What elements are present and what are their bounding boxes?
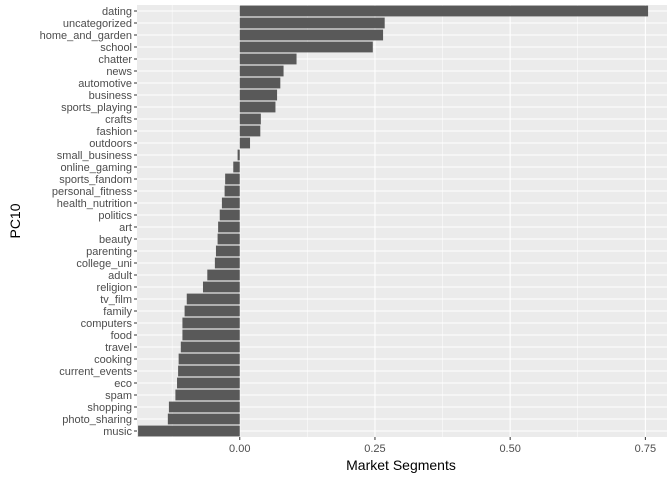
bar-adult [207, 269, 240, 281]
x-tick-label-1: 0.25 [364, 443, 385, 455]
bar-art [218, 221, 240, 233]
minor-gridlines [171, 5, 579, 437]
bar-college_uni [214, 257, 240, 269]
y-tick-label-art: art [119, 222, 132, 234]
y-tick-label-home_and_garden: home_and_garden [40, 30, 132, 42]
y-axis-tick-labels: datinguncategorizedhome_and_gardenschool… [40, 6, 133, 438]
bar-computers [182, 317, 240, 329]
y-tick-label-sports_playing: sports_playing [61, 102, 132, 114]
x-axis-tick-labels: 0.00 0.25 0.50 0.75 [229, 443, 656, 455]
x-tick-label-3: 0.75 [635, 443, 656, 455]
y-tick-label-online_gaming: online_gaming [60, 162, 132, 174]
y-tick-label-dating: dating [102, 6, 132, 18]
x-tick-label-0: 0.00 [229, 443, 250, 455]
y-tick-label-computers: computers [81, 318, 133, 330]
y-tick-label-tv_film: tv_film [100, 294, 132, 306]
y-tick-label-politics: politics [98, 210, 132, 222]
bar-home_and_garden [239, 29, 384, 41]
y-tick-label-cooking: cooking [94, 354, 132, 366]
y-tick-label-fashion: fashion [97, 126, 132, 138]
y-tick-label-current_events: current_events [59, 366, 132, 378]
bar-current_events [178, 365, 240, 377]
bar-travel [180, 341, 240, 353]
bar-outdoors [239, 137, 251, 149]
y-tick-label-crafts: crafts [105, 114, 132, 126]
bar-shopping [168, 401, 240, 413]
y-axis-ticks [134, 10, 137, 432]
bar-news [239, 65, 284, 77]
x-tick-label-2: 0.50 [499, 443, 520, 455]
y-tick-label-food: food [111, 330, 132, 342]
bar-chatter [239, 53, 297, 65]
y-axis-title: PC10 [7, 203, 23, 238]
y-tick-label-business: business [89, 90, 133, 102]
y-tick-label-family: family [103, 306, 132, 318]
bar-school [239, 41, 373, 53]
y-tick-label-religion: religion [97, 282, 132, 294]
bar-small_business [237, 149, 240, 161]
bar-music [138, 425, 240, 437]
y-tick-label-small_business: small_business [57, 150, 133, 162]
bar-beauty [217, 233, 240, 245]
y-tick-label-chatter: chatter [98, 54, 132, 66]
bar-parenting [215, 245, 240, 257]
bar-religion [202, 281, 240, 293]
bar-business [239, 89, 278, 101]
y-tick-label-automotive: automotive [78, 78, 132, 90]
y-tick-label-beauty: beauty [99, 234, 133, 246]
y-tick-label-personal_fitness: personal_fitness [52, 186, 133, 198]
bar-food [182, 329, 240, 341]
bar-sports_playing [239, 101, 276, 113]
bar-sports_fandom [225, 173, 240, 185]
plot-panel [137, 5, 667, 437]
y-tick-label-spam: spam [105, 390, 132, 402]
bar-online_gaming [233, 161, 240, 173]
y-tick-label-sports_fandom: sports_fandom [59, 174, 132, 186]
bar-personal_fitness [224, 185, 240, 197]
y-tick-label-photo_sharing: photo_sharing [62, 414, 132, 426]
y-tick-label-uncategorized: uncategorized [63, 18, 132, 30]
bar-politics [219, 209, 240, 221]
bar-automotive [239, 77, 281, 89]
bar-health_nutrition [221, 197, 240, 209]
major-gridlines [137, 5, 667, 437]
y-tick-label-outdoors: outdoors [89, 138, 132, 150]
bar-uncategorized [239, 17, 385, 29]
bar-eco [177, 377, 240, 389]
bars [138, 5, 649, 437]
y-tick-label-adult: adult [108, 270, 132, 282]
y-tick-label-shopping: shopping [87, 402, 132, 414]
y-tick-label-health_nutrition: health_nutrition [57, 198, 132, 210]
bar-photo_sharing [167, 413, 240, 425]
bar-tv_film [186, 293, 240, 305]
bar-dating [239, 5, 649, 17]
bar-cooking [178, 353, 240, 365]
bar-spam [175, 389, 240, 401]
y-tick-label-parenting: parenting [86, 246, 132, 258]
bar-fashion [239, 125, 261, 137]
x-axis-title: Market Segments [346, 457, 456, 473]
y-tick-label-news: news [106, 66, 132, 78]
y-tick-label-travel: travel [105, 342, 132, 354]
x-axis-ticks [239, 437, 646, 440]
y-tick-label-eco: eco [114, 378, 132, 390]
y-tick-label-college_uni: college_uni [76, 258, 132, 270]
bar-crafts [239, 113, 261, 125]
y-tick-label-school: school [100, 42, 132, 54]
bar-family [184, 305, 240, 317]
y-tick-label-music: music [103, 426, 132, 438]
